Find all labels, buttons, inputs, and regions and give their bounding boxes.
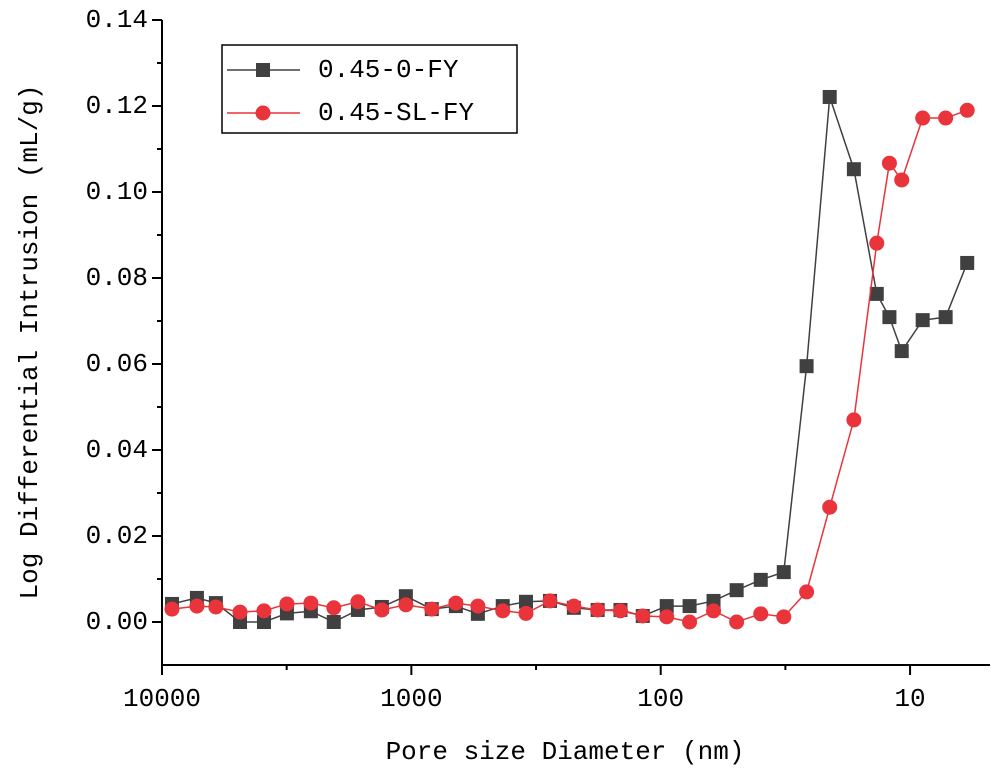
marker-square: [846, 162, 861, 177]
y-tick-label: 0.06: [86, 349, 148, 379]
marker-square: [729, 583, 744, 598]
marker-square: [256, 63, 270, 77]
marker-circle: [256, 603, 272, 619]
y-tick-label: 0.00: [86, 607, 148, 637]
marker-circle: [894, 172, 910, 188]
marker-circle: [881, 155, 897, 171]
y-axis-label: Log Differential Intrusion (mL/g): [15, 85, 45, 600]
x-axis-label: Pore size Diameter (nm): [386, 737, 745, 767]
marker-circle: [189, 598, 205, 614]
marker-square: [915, 313, 930, 328]
marker-circle: [915, 110, 931, 126]
marker-circle: [374, 602, 390, 618]
marker-circle: [753, 606, 769, 622]
y-tick-label: 0.08: [86, 263, 148, 293]
marker-square: [869, 286, 884, 301]
y-tick-label: 0.04: [86, 435, 148, 465]
marker-circle: [566, 598, 582, 614]
marker-circle: [612, 603, 628, 619]
marker-circle: [822, 499, 838, 515]
marker-circle: [590, 602, 606, 618]
marker-square: [799, 359, 814, 374]
marker-circle: [350, 594, 366, 610]
x-tick-label: 10000: [123, 684, 201, 714]
marker-square: [518, 594, 533, 609]
marker-circle: [495, 603, 511, 619]
x-tick-label: 1000: [380, 684, 442, 714]
marker-circle: [799, 584, 815, 600]
marker-circle: [164, 601, 180, 617]
marker-square: [659, 599, 674, 614]
legend-label: 0.45-0-FY: [318, 55, 459, 85]
marker-square: [960, 255, 975, 270]
marker-square: [753, 572, 768, 587]
marker-circle: [279, 596, 295, 612]
marker-circle: [635, 608, 651, 624]
marker-square: [938, 310, 953, 325]
marker-circle: [255, 105, 271, 121]
x-tick-label: 100: [637, 684, 684, 714]
y-tick-label: 0.12: [86, 91, 148, 121]
marker-circle: [303, 595, 319, 611]
marker-circle: [542, 593, 558, 609]
marker-circle: [448, 595, 464, 611]
marker-circle: [938, 110, 954, 126]
legend-box: [221, 44, 518, 134]
marker-circle: [208, 599, 224, 615]
marker-square: [326, 615, 341, 629]
marker-circle: [398, 597, 414, 613]
marker-square: [882, 310, 897, 325]
marker-square: [682, 599, 697, 614]
marker-circle: [326, 600, 342, 616]
x-tick-label: 10: [894, 684, 925, 714]
marker-square: [256, 615, 271, 629]
marker-circle: [682, 614, 698, 630]
marker-circle: [959, 102, 975, 118]
marker-square: [894, 344, 909, 359]
marker-circle: [659, 609, 675, 625]
marker-circle: [729, 614, 745, 630]
legend-label: 0.45-SL-FY: [318, 98, 474, 128]
marker-circle: [424, 601, 440, 617]
y-tick-label: 0.10: [86, 177, 148, 207]
marker-circle: [232, 604, 248, 620]
y-tick-label: 0.02: [86, 521, 148, 551]
marker-circle: [470, 598, 486, 614]
marker-square: [822, 89, 837, 104]
marker-circle: [776, 609, 792, 625]
marker-circle: [869, 235, 885, 251]
marker-circle: [518, 605, 534, 621]
marker-circle: [846, 412, 862, 428]
series-line: [171, 109, 968, 623]
y-tick-label: 0.14: [86, 5, 148, 35]
marker-square: [776, 565, 791, 580]
marker-circle: [706, 603, 722, 619]
